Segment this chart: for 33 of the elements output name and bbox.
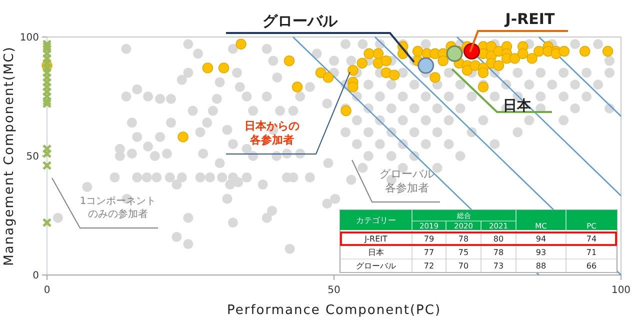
data-label: 94 xyxy=(536,234,546,244)
text: 日本 xyxy=(503,98,532,114)
data-label: 74 xyxy=(586,234,597,244)
y-tick-label: 日本 xyxy=(368,248,384,257)
y-axis-title: Management Component(MC) xyxy=(2,46,17,266)
text: グローバル xyxy=(262,12,338,30)
data-label: 80 xyxy=(493,234,504,244)
data-label: 77 xyxy=(424,248,434,257)
data-label: 75 xyxy=(458,248,469,257)
x-tick-label: 100 xyxy=(611,285,631,296)
y-tick-label: 50 xyxy=(26,152,39,162)
data-label: 71 xyxy=(586,248,597,257)
y-tick-label: 100 xyxy=(20,32,39,44)
data-label: 78 xyxy=(458,234,469,244)
data-label: 70 xyxy=(458,262,469,270)
data-label: 78 xyxy=(493,248,504,257)
y-tick-label: 0 xyxy=(32,270,39,282)
data-label: 93 xyxy=(536,248,546,257)
text: 日本からの各参加者 xyxy=(244,120,300,146)
data-label: 88 xyxy=(536,262,546,270)
data-label: 66 xyxy=(586,262,597,270)
x-axis-title: Performance Component(PC) xyxy=(226,303,442,318)
data-label: 79 xyxy=(424,234,434,244)
x-tick-label: 0 xyxy=(44,285,50,296)
annotation: カテゴリー xyxy=(356,216,396,225)
y-tick-label: グローバル xyxy=(356,262,396,270)
data-label: 73 xyxy=(493,262,504,270)
series-label: グローバル各参加者 xyxy=(380,168,434,194)
x-tick-label: 50 xyxy=(328,285,340,296)
y-tick-label: J-REIT xyxy=(364,234,388,244)
data-label: 72 xyxy=(424,262,434,270)
text: J-REIT xyxy=(504,10,556,28)
text: 1コンポーネントのみの参加者 xyxy=(80,196,156,220)
